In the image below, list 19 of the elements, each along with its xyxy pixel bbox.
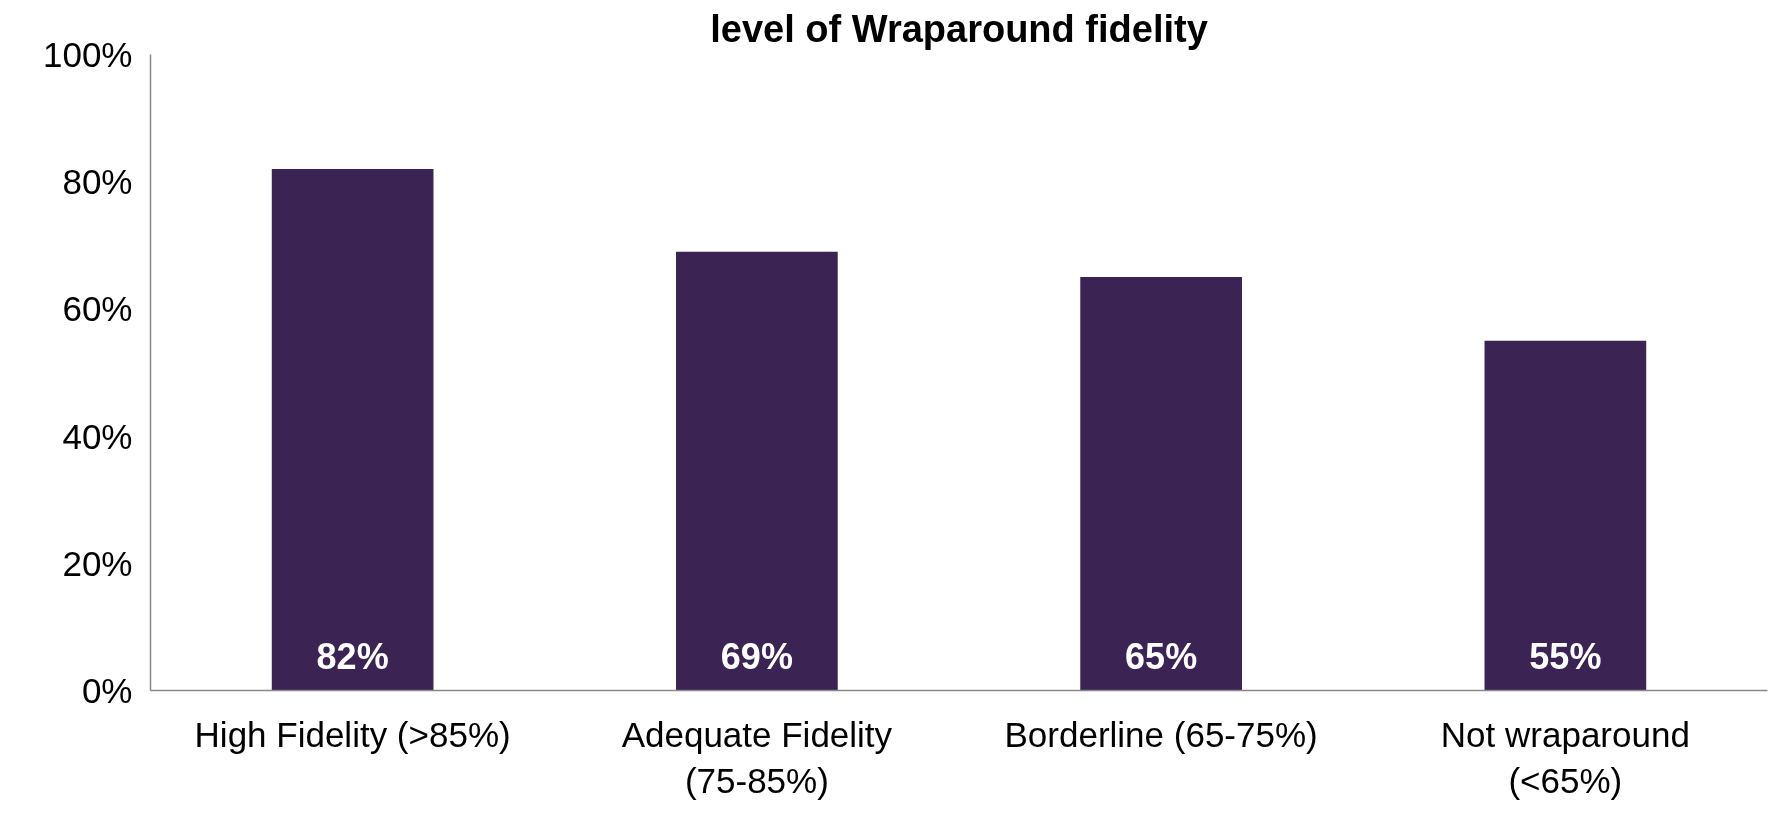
x-tick-label: Borderline (65-75%) (1004, 714, 1318, 754)
y-tick-label: 80% (62, 162, 133, 202)
bar (676, 251, 838, 691)
y-tick-label: 0% (81, 671, 133, 710)
x-tick-label: High Fidelity (>85%) (194, 714, 511, 754)
y-tick-label: 40% (62, 416, 133, 456)
y-tick-label: 20% (62, 543, 133, 583)
x-tick-label: Not wraparound (<65%) (1440, 714, 1690, 801)
y-tick-label: 100% (42, 35, 133, 74)
data-label: 69% (720, 635, 793, 677)
chart-title: level of Wraparound fidelity (710, 7, 1208, 50)
data-label: 82% (316, 635, 389, 677)
x-tick-label: Adequate Fidelity (75-85%) (621, 714, 893, 801)
bar (1080, 277, 1242, 691)
data-label: 65% (1125, 635, 1198, 677)
bar (271, 168, 434, 691)
data-label: 55% (1529, 635, 1602, 677)
bar (1484, 340, 1647, 691)
y-tick-label: 60% (62, 289, 133, 329)
